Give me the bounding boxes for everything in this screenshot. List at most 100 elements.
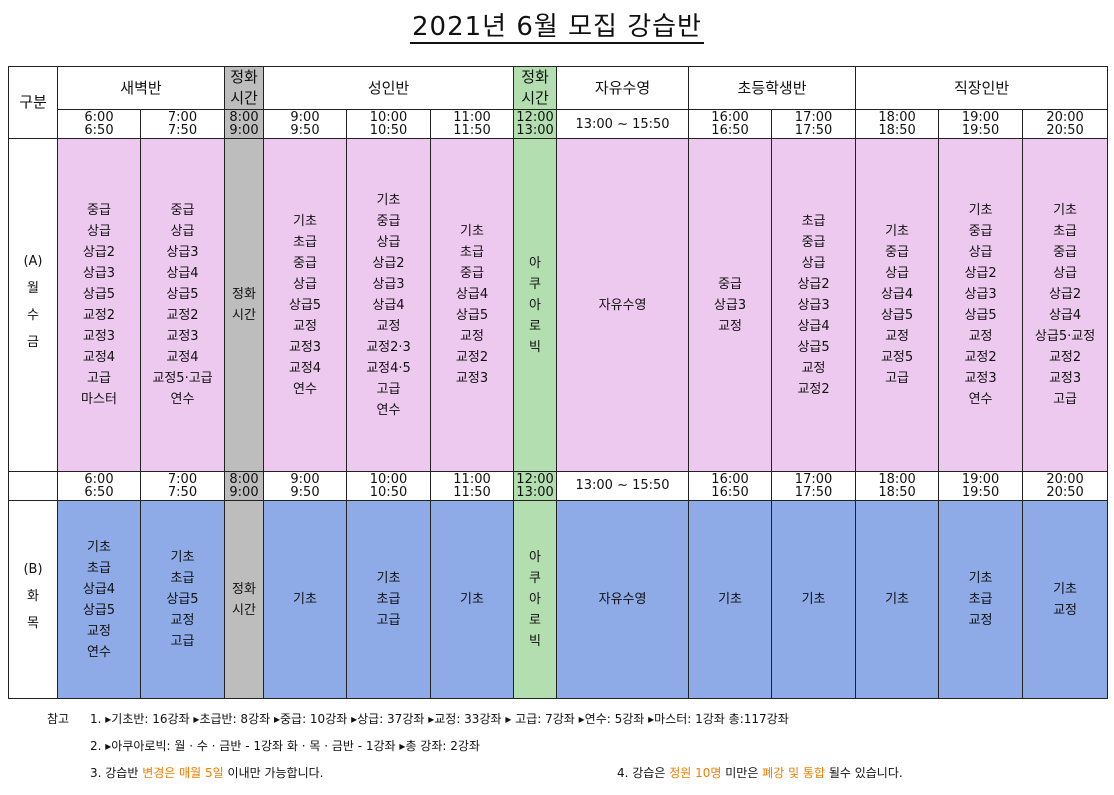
class-item: 상급5·교정 (1034, 329, 1096, 345)
time-value: 7:50 (167, 484, 198, 500)
time-value: 13:00 ~ 15:50 (575, 116, 670, 132)
time-value: 17:00 (794, 471, 833, 487)
time-value: 11:50 (453, 123, 491, 139)
gubun-header: 구분 (8, 65, 58, 140)
class-item: 정화 (232, 287, 256, 303)
day-label: (A) 월 수 금 (8, 138, 58, 472)
class-item: 상급4 (455, 287, 489, 303)
class-item: 상급2 (1048, 287, 1082, 303)
class-item: 연수 (376, 402, 401, 418)
class-item: 연수 (968, 392, 993, 408)
class-item: 교정3 (288, 339, 322, 355)
class-item: 상급4 (372, 297, 405, 313)
class-item: 마스터 (81, 392, 117, 408)
class-item: 기초 (170, 550, 195, 566)
notes-section: 참고 1. ▸기초반: 16강좌 ▸초급반: 8강좌 ▸중급: 10강좌 ▸상급… (0, 700, 1114, 795)
class-item: 상급4 (1048, 308, 1082, 324)
time-value: 19:50 (961, 123, 1000, 139)
time-value: 11:00 (453, 471, 491, 487)
time-cell: 8:00 9:00 (224, 109, 264, 140)
class-item: 교정3 (455, 371, 489, 387)
time-value: 17:50 (794, 123, 833, 139)
class-item: 상급4 (82, 581, 116, 597)
class-item: 교정4 (166, 350, 199, 366)
class-item: 연수 (170, 392, 195, 408)
time-cell: 9:00 9:50 (263, 470, 347, 502)
class-item: 기초 (293, 213, 317, 229)
note-line-3: 3. 강습반 변경은 매월 5일 이내만 가능합니다. (90, 766, 324, 780)
time-cell: 13:00 ~ 15:50 (556, 109, 690, 140)
time-cell: 17:00 17:50 (771, 109, 857, 140)
class-item: 상급 (1053, 266, 1077, 282)
class-item: 기초 (87, 539, 111, 555)
class-cell: 기초 초급 상급4 상급5 교정 연수 (57, 500, 141, 699)
class-item: 아 (529, 550, 542, 566)
time-value: 12:00 (516, 110, 554, 126)
day-label-line: 월 (27, 281, 39, 297)
class-cell: 기초 중급 상급 상급2 상급3 상급4 교정 교정2·3 교정4·5 고급 연수 (346, 138, 431, 472)
class-item: 교정3 (964, 371, 997, 387)
time-value: 10:50 (369, 123, 408, 139)
class-item: 기초 (293, 592, 317, 608)
class-cell: 기초 (771, 500, 857, 699)
time-cell: 6:00 6:50 (57, 109, 141, 140)
class-item: 기초 (885, 224, 909, 240)
class-item: 교정3 (166, 329, 199, 345)
class-item: 기초 (460, 592, 484, 608)
time-cell: 8:00 9:00 (224, 470, 264, 502)
class-item: 교정2 (1048, 350, 1082, 366)
time-value: 9:50 (290, 123, 320, 139)
schedule-table: 구분 새벽반 정화 시간 성인반 정화 시간 자유수영 초등학생반 직장인반 6:0… (8, 65, 1109, 699)
class-item: 중급 (376, 213, 401, 229)
time-cell: 16:00 16:50 (688, 470, 773, 502)
time-value: 7:50 (167, 123, 198, 139)
time-value: 13:00 (516, 123, 554, 139)
class-item: 상급 (170, 224, 195, 240)
class-item: 상급5 (166, 592, 199, 608)
time-cell: 19:00 19:50 (938, 470, 1024, 502)
class-cell: 기초 (263, 500, 347, 699)
note-line-2: 2. ▸아쿠아로빅: 월 · 수 · 금반 - 1강좌 화 · 목 · 금반 -… (90, 739, 480, 753)
class-item: 상급3 (964, 287, 997, 303)
class-cell: 초급 중급 상급 상급2 상급3 상급4 상급5 교정 교정2 (771, 138, 857, 472)
class-item: 고급 (170, 634, 195, 650)
time-cell: 18:00 18:50 (855, 109, 940, 140)
class-item: 교정 (1053, 602, 1077, 618)
time-cell: 19:00 19:50 (938, 109, 1024, 140)
time-value: 8:00 (229, 110, 259, 126)
child-class-header: 초등학생반 (688, 65, 857, 111)
class-item: 상급 (885, 266, 909, 282)
class-cell: 기초 초급 중급 상급 상급2 상급4 상급5·교정 교정2 교정3 고급 (1022, 138, 1109, 472)
day-label-line: (A) (23, 254, 43, 270)
class-cell: 기초 (855, 500, 940, 699)
time-value: 11:50 (453, 484, 491, 500)
time-value: 20:50 (1046, 123, 1084, 139)
time-value: 6:00 (84, 110, 114, 126)
day-label-line: 화 (27, 589, 39, 605)
notes-label: 참고 (47, 712, 70, 726)
class-item: 초급 (968, 592, 993, 608)
class-item: 상급3 (797, 297, 830, 313)
class-item: 상급3 (713, 297, 747, 313)
class-item: 교정3 (82, 329, 116, 345)
class-item: 기초 (801, 592, 826, 608)
time-value: 13:00 ~ 15:50 (575, 478, 670, 494)
class-item: 초급 (801, 213, 826, 229)
class-item: 정화 (232, 581, 256, 597)
note-line-4: 4. 강습은 정원 10명 미만은 폐강 및 통합 될수 있습니다. (617, 766, 903, 780)
class-cell: 기초 중급 상급 상급4 상급5 교정 교정5 고급 (855, 138, 940, 472)
row-b: (B) 화 목 기초 초급 상급4 상급5 교정 연수 기초 초급 상급5 교정 고급 정화 시간 기초 기초 초급… (8, 500, 1109, 699)
class-item: 상급 (376, 234, 401, 250)
time-value: 18:50 (878, 123, 916, 139)
time-value: 19:00 (961, 471, 1000, 487)
class-item: 교정 (460, 329, 484, 345)
class-item: 자유수영 (598, 297, 647, 313)
class-item: 기초 (376, 571, 401, 587)
class-item: 중급 (885, 245, 909, 261)
time-cell: 20:00 20:50 (1022, 109, 1109, 140)
class-item: 교정2 (797, 381, 830, 397)
class-cell: 중급 상급 상급2 상급3 상급5 교정2 교정3 교정4 고급 마스터 (57, 138, 141, 472)
time-value: 6:50 (84, 484, 114, 500)
class-item: 교정4·5 (366, 360, 411, 376)
